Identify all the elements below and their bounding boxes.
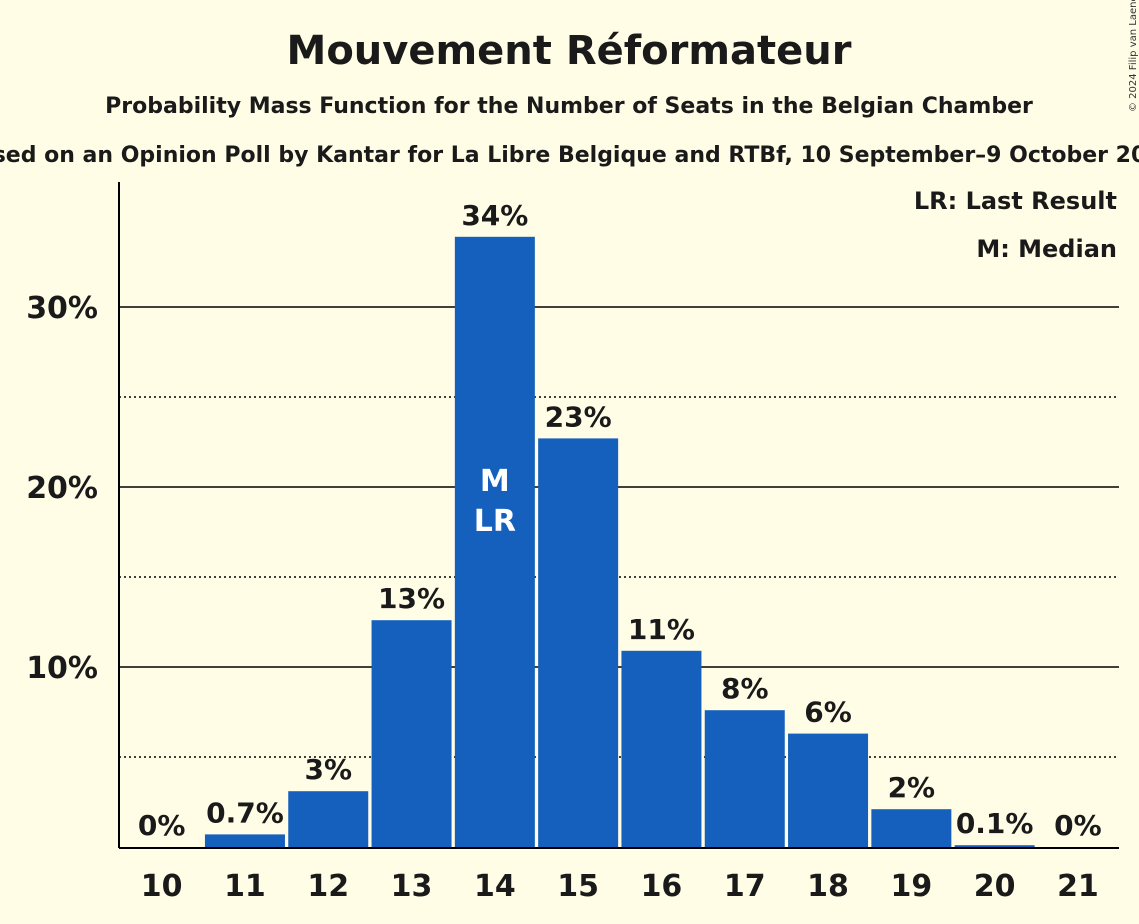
chart-source: Based on an Opinion Poll by Kantar for L…	[0, 143, 1139, 168]
bar-13	[371, 620, 452, 847]
bar-15	[538, 438, 619, 847]
data-label-13: 13%	[378, 582, 445, 615]
bar-20	[954, 845, 1035, 847]
legend-median: M: Median	[976, 235, 1117, 263]
copyright-notice: © 2024 Filip van Laenen	[1128, 0, 1139, 112]
data-label-11: 0.7%	[206, 796, 284, 829]
x-tick-label: 19	[890, 869, 932, 904]
chart-title: Mouvement Réformateur	[287, 28, 852, 74]
data-label-19: 2%	[888, 771, 936, 804]
x-tick-label: 17	[724, 869, 766, 904]
data-label-16: 11%	[628, 613, 695, 646]
y-tick-label: 10%	[26, 651, 98, 686]
x-tick-label: 10	[141, 869, 183, 904]
data-labels: 0% 10 0.7% 11 3% 12 13% 13 34% 14 M LR 23% 15 11% 16 8% 1…	[138, 199, 1102, 904]
data-label-10: 0%	[138, 809, 186, 842]
bar-14	[454, 236, 535, 848]
bar-16	[621, 650, 702, 847]
data-label-15: 23%	[545, 400, 612, 433]
bar-19	[871, 809, 952, 847]
y-tick-label: 20%	[26, 471, 98, 506]
data-label-14: 34%	[461, 199, 528, 232]
last-result-marker: LR	[474, 504, 516, 539]
data-label-17: 8%	[721, 672, 769, 705]
data-label-18: 6%	[804, 696, 852, 729]
x-tick-label: 15	[557, 869, 599, 904]
gridlines: 10% 20% 30%	[26, 291, 1119, 758]
median-marker: M	[480, 464, 510, 499]
y-tick-label: 30%	[26, 291, 98, 326]
legend-last-result: LR: Last Result	[914, 187, 1117, 215]
x-tick-label: 21	[1057, 869, 1099, 904]
bar-12	[288, 791, 369, 847]
chart-subtitle: Probability Mass Function for the Number…	[105, 94, 1033, 119]
x-tick-label: 18	[807, 869, 849, 904]
x-tick-label: 12	[307, 869, 349, 904]
x-tick-label: 20	[974, 869, 1016, 904]
x-tick-label: 14	[474, 869, 516, 904]
data-label-21: 0%	[1054, 809, 1102, 842]
x-tick-label: 11	[224, 869, 266, 904]
data-label-12: 3%	[304, 753, 352, 786]
data-label-20: 0.1%	[956, 807, 1034, 840]
x-tick-label: 13	[391, 869, 433, 904]
x-tick-label: 16	[641, 869, 683, 904]
bar-17	[704, 710, 785, 847]
bar-18	[788, 733, 869, 847]
axes	[118, 182, 1119, 849]
bars	[204, 236, 1035, 848]
bar-11	[204, 834, 285, 847]
